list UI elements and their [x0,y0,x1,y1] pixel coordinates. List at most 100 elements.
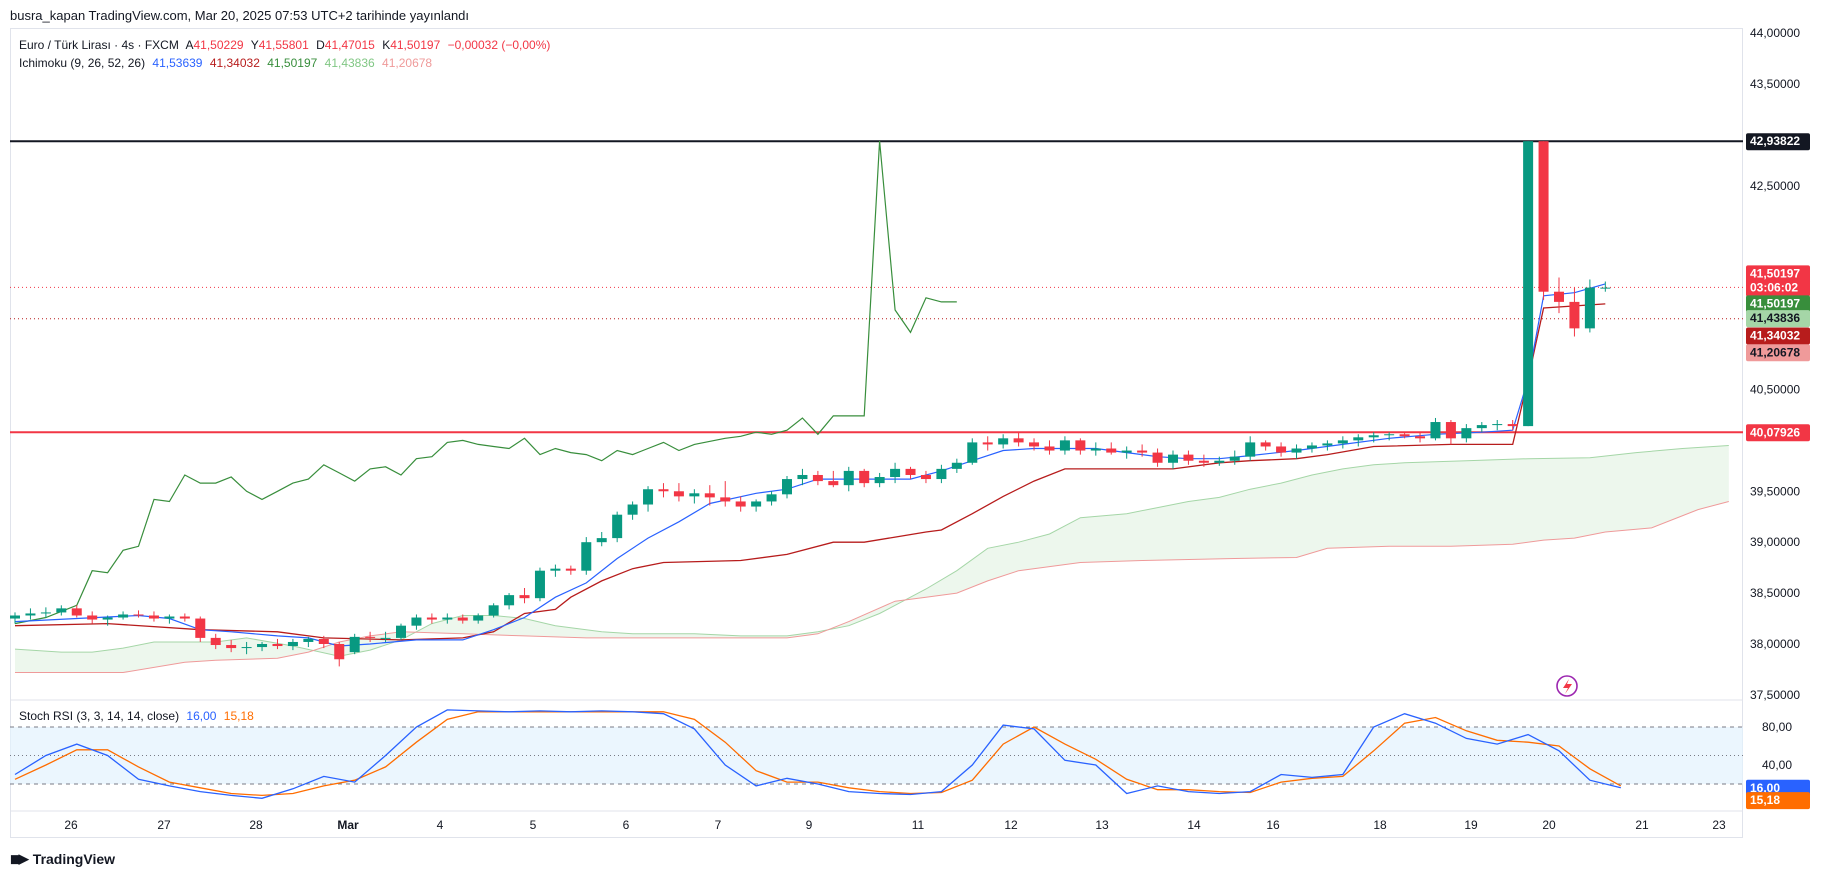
candle-body-5[interactable] [87,615,98,620]
candle-body-58[interactable] [905,468,916,475]
candle-body-99[interactable] [1538,141,1549,292]
candle-body-98[interactable] [1523,141,1534,427]
candle-body-4[interactable] [71,608,82,616]
candle-body-11[interactable] [179,616,190,619]
candle-body-31[interactable] [488,605,499,616]
lightning-icon[interactable] [1556,675,1578,697]
candle-body-65[interactable] [1013,438,1024,443]
candle-body-85[interactable] [1322,443,1333,446]
candle-body-37[interactable] [581,542,592,571]
candle-body-50[interactable] [782,479,792,495]
candle-body-36[interactable] [565,568,576,571]
candle-body-32[interactable] [504,595,515,606]
candle-body-2[interactable] [40,612,51,614]
candle-body-21[interactable] [334,644,345,660]
candle-body-80[interactable] [1245,442,1256,457]
candle-body-66[interactable] [1029,442,1040,447]
candle-body-3[interactable] [56,608,67,613]
candle-body-20[interactable] [318,638,329,644]
candle-body-91[interactable] [1415,436,1426,439]
candle-body-22[interactable] [349,636,360,653]
candle-body-76[interactable] [1183,454,1194,461]
candle-body-40[interactable] [627,504,638,515]
candle-body-82[interactable] [1276,446,1287,453]
candle-body-77[interactable] [1198,460,1209,463]
candle-body-34[interactable] [534,570,545,599]
candle-body-25[interactable] [396,625,406,638]
candle-body-68[interactable] [1059,440,1070,451]
candle-body-103[interactable] [1600,287,1611,289]
candle-body-43[interactable] [673,491,684,497]
symbol-name[interactable]: Euro / Türk Lirası · 4s · FXCM [19,38,179,52]
candle-body-28[interactable] [442,617,453,620]
candle-body-79[interactable] [1229,456,1240,461]
candle-body-100[interactable] [1554,291,1564,302]
candle-body-49[interactable] [766,494,777,502]
candle-body-87[interactable] [1353,437,1364,441]
candle-body-39[interactable] [612,514,623,539]
candle-body-8[interactable] [133,614,144,616]
candle-body-30[interactable] [473,615,484,621]
candle-body-54[interactable] [843,470,854,486]
candle-body-18[interactable] [287,641,298,647]
candle-body-10[interactable] [164,616,175,619]
candle-body-13[interactable] [210,637,221,646]
symbol-legend[interactable]: Euro / Türk Lirası · 4s · FXCM A41,50229… [19,38,554,52]
candle-body-12[interactable] [195,618,206,638]
candle-body-1[interactable] [25,613,36,616]
candle-body-69[interactable] [1075,440,1086,451]
candle-body-23[interactable] [365,636,376,638]
candle-body-62[interactable] [967,442,978,463]
candle-body-24[interactable] [380,637,391,639]
candle-body-41[interactable] [643,489,654,505]
candle-body-56[interactable] [874,477,885,484]
candle-body-53[interactable] [828,481,839,486]
candle-body-45[interactable] [704,493,715,498]
candle-body-88[interactable] [1368,435,1379,438]
candle-body-7[interactable] [118,614,129,618]
candle-body-64[interactable] [998,438,1009,445]
candle-body-73[interactable] [1137,450,1148,453]
candle-body-17[interactable] [272,644,283,647]
candle-body-86[interactable] [1337,440,1348,444]
candle-body-52[interactable] [812,474,823,482]
candle-body-72[interactable] [1121,450,1132,453]
ichimoku-legend[interactable]: Ichimoku (9, 26, 52, 26) 41,53639 41,340… [19,56,436,70]
candle-body-42[interactable] [658,489,669,492]
candle-body-61[interactable] [951,462,962,469]
candle-body-27[interactable] [426,617,437,620]
candle-body-63[interactable] [982,442,993,445]
candle-body-48[interactable] [751,501,762,507]
candle-body-70[interactable] [1090,448,1101,451]
candle-body-29[interactable] [457,617,468,621]
stoch-name[interactable]: Stoch RSI (3, 3, 14, 14, close) [19,709,180,723]
candle-body-38[interactable] [596,538,607,543]
candle-body-89[interactable] [1384,434,1395,436]
candle-body-67[interactable] [1044,446,1055,451]
candle-body-60[interactable] [936,468,947,480]
candle-body-74[interactable] [1152,452,1163,463]
candle-body-83[interactable] [1291,448,1302,453]
candle-body-95[interactable] [1476,425,1487,429]
candle-body-44[interactable] [689,493,700,497]
candle-body-94[interactable] [1461,428,1472,439]
candle-body-90[interactable] [1399,434,1410,437]
candle-body-92[interactable] [1430,422,1441,439]
candle-body-26[interactable] [411,617,422,626]
candle-body-81[interactable] [1260,442,1271,447]
candle-body-101[interactable] [1569,301,1580,329]
candle-body-84[interactable] [1306,445,1317,449]
candle-body-33[interactable] [519,595,530,599]
candle-body-47[interactable] [735,501,746,507]
candle-body-0[interactable] [10,615,20,619]
candle-body-16[interactable] [257,644,268,648]
candle-body-57[interactable] [890,468,901,478]
candle-body-96[interactable] [1492,424,1503,426]
stoch-legend[interactable]: Stoch RSI (3, 3, 14, 14, close) 16,00 15… [19,709,258,723]
candle-body-55[interactable] [859,470,870,484]
candle-body-93[interactable] [1445,422,1456,439]
candle-body-19[interactable] [303,638,314,642]
candle-body-15[interactable] [241,647,252,649]
candle-body-51[interactable] [797,474,808,480]
